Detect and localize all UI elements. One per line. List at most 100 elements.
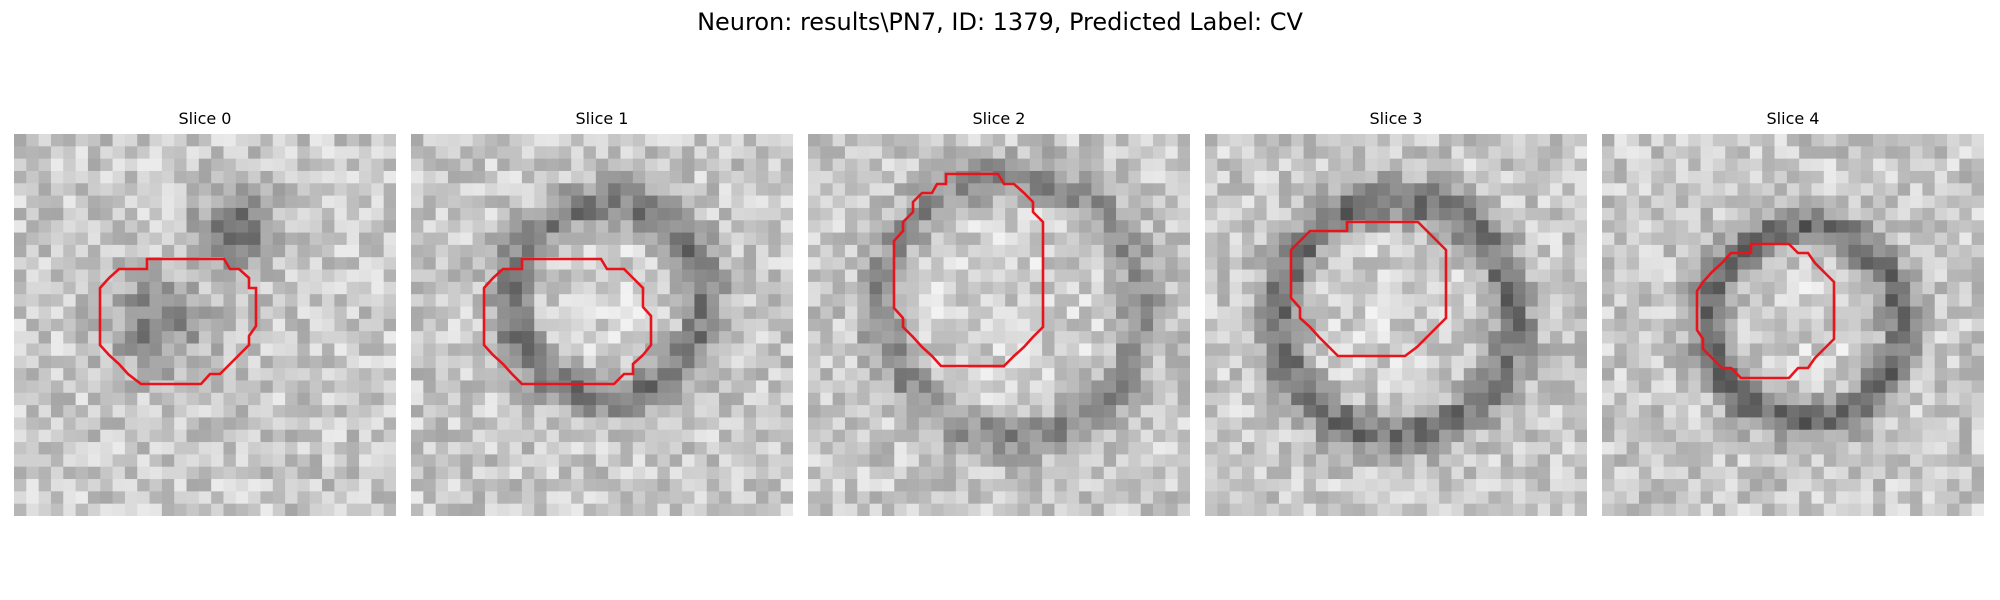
pixel <box>1242 368 1255 381</box>
pixel <box>1811 307 1824 320</box>
pixel <box>1439 319 1452 332</box>
pixel <box>1713 183 1726 196</box>
pixel <box>534 380 547 393</box>
pixel <box>485 146 498 159</box>
pixel <box>236 393 249 406</box>
pixel <box>1488 343 1501 356</box>
pixel <box>236 454 249 467</box>
pixel <box>1365 393 1378 406</box>
pixel <box>1639 159 1652 172</box>
pixel <box>845 257 858 270</box>
pixel <box>1464 479 1477 492</box>
pixel <box>1676 257 1689 270</box>
pixel <box>1713 196 1726 209</box>
pixel <box>1476 282 1489 295</box>
pixel <box>1885 196 1898 209</box>
pixel <box>820 146 833 159</box>
pixel <box>1291 467 1304 480</box>
pixel <box>1030 491 1043 504</box>
pixel <box>14 442 27 455</box>
pixel <box>1291 504 1304 516</box>
pixel <box>1861 454 1874 467</box>
pixel <box>187 405 200 418</box>
pixel <box>1165 245 1178 258</box>
pixel <box>1017 134 1030 147</box>
pixel <box>559 467 572 480</box>
pixel <box>1178 504 1190 516</box>
pixel <box>522 356 535 369</box>
pixel <box>1104 430 1117 443</box>
pixel <box>968 307 981 320</box>
pixel <box>347 491 360 504</box>
pixel <box>1848 405 1861 418</box>
pixel <box>1824 220 1837 233</box>
pixel <box>1885 454 1898 467</box>
pixel <box>870 134 883 147</box>
pixel <box>1328 134 1341 147</box>
pixel <box>1067 380 1080 393</box>
pixel <box>1627 183 1640 196</box>
pixel <box>1811 430 1824 443</box>
pixel <box>1079 319 1092 332</box>
pixel <box>670 504 683 516</box>
pixel <box>1104 171 1117 184</box>
pixel <box>1750 454 1763 467</box>
pixel <box>1947 245 1960 258</box>
pixel <box>150 430 163 443</box>
pixel <box>187 417 200 430</box>
pixel <box>1922 417 1935 430</box>
pixel <box>248 208 261 221</box>
pixel <box>1230 208 1243 221</box>
pixel <box>1304 343 1317 356</box>
pixel <box>1328 159 1341 172</box>
pixel <box>882 368 895 381</box>
pixel <box>150 442 163 455</box>
pixel <box>833 159 846 172</box>
pixel <box>1972 319 1984 332</box>
pixel <box>1378 454 1391 467</box>
pixel <box>1091 171 1104 184</box>
pixel <box>845 380 858 393</box>
pixel <box>1042 331 1055 344</box>
pixel <box>1676 134 1689 147</box>
pixel <box>670 208 683 221</box>
pixel <box>547 405 560 418</box>
pixel <box>125 405 138 418</box>
pixel <box>14 270 27 283</box>
pixel <box>1575 270 1587 283</box>
pixel <box>460 380 473 393</box>
pixel <box>845 479 858 492</box>
pixel <box>1005 307 1018 320</box>
pixel <box>1328 307 1341 320</box>
pixel <box>1614 183 1627 196</box>
pixel <box>1390 380 1403 393</box>
pixel <box>162 331 175 344</box>
pixel <box>781 467 793 480</box>
pixel <box>1651 171 1664 184</box>
pixel <box>371 356 384 369</box>
pixel <box>51 479 64 492</box>
pixel <box>1664 294 1677 307</box>
pixel <box>731 245 744 258</box>
pixel <box>1910 504 1923 516</box>
pixel <box>1836 171 1849 184</box>
pixel <box>1861 282 1874 295</box>
pixel <box>1464 454 1477 467</box>
pixel <box>559 134 572 147</box>
pixel <box>1091 319 1104 332</box>
pixel <box>1972 270 1984 283</box>
pixel <box>1451 171 1464 184</box>
pixel <box>1141 491 1154 504</box>
pixel <box>1811 208 1824 221</box>
pixel <box>1651 442 1664 455</box>
pixel <box>1267 257 1280 270</box>
pixel <box>1464 257 1477 270</box>
pixel <box>26 356 39 369</box>
pixel <box>347 294 360 307</box>
pixel <box>547 479 560 492</box>
pixel <box>1254 307 1267 320</box>
pixel <box>1091 356 1104 369</box>
pixel <box>1378 294 1391 307</box>
pixel <box>150 270 163 283</box>
pixel <box>1304 467 1317 480</box>
